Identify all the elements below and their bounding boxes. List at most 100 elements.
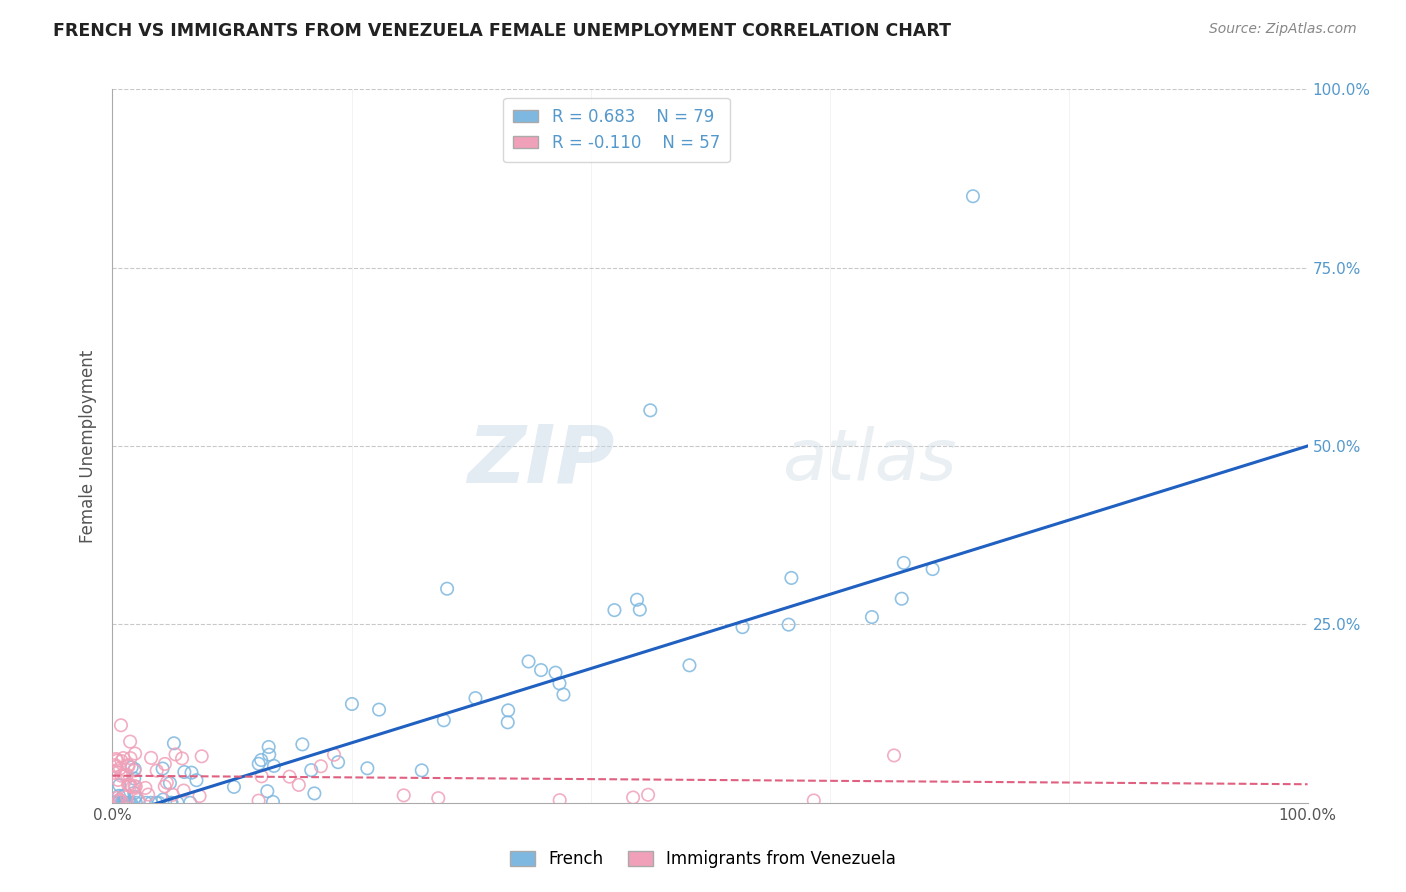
Point (117, 759, 139, 773)
Point (135, 796, 157, 810)
Point (153, 756, 176, 771)
Point (803, 793, 825, 807)
Point (112, 789, 135, 803)
Point (125, 796, 148, 810)
Point (186, 773, 208, 788)
Point (893, 556, 915, 570)
Point (124, 762, 146, 776)
Point (108, 789, 131, 803)
Point (162, 788, 184, 802)
Legend: French, Immigrants from Venezuela: French, Immigrants from Venezuela (503, 844, 903, 875)
Point (108, 778, 131, 792)
Point (517, 655, 540, 669)
Point (103, 796, 125, 810)
Point (120, 751, 142, 765)
Point (166, 796, 188, 810)
Point (156, 775, 179, 789)
Point (134, 780, 156, 795)
Point (115, 768, 138, 782)
Point (114, 768, 136, 782)
Point (124, 790, 146, 805)
Point (112, 751, 135, 765)
Point (780, 571, 803, 585)
Point (496, 703, 519, 717)
Point (110, 754, 132, 768)
Point (122, 772, 145, 786)
Point (288, 778, 311, 792)
Point (263, 759, 285, 773)
Point (548, 676, 571, 690)
Point (101, 796, 124, 810)
Point (153, 780, 176, 794)
Point (107, 790, 129, 805)
Point (544, 665, 567, 680)
Point (104, 758, 127, 772)
Point (115, 790, 138, 805)
Text: atlas: atlas (782, 425, 956, 495)
Point (778, 617, 800, 632)
Point (179, 796, 201, 810)
Point (103, 796, 125, 810)
Point (118, 796, 141, 810)
Point (124, 780, 146, 794)
Point (291, 737, 314, 751)
Point (626, 592, 648, 607)
Point (103, 765, 125, 780)
Point (247, 794, 270, 808)
Point (640, 403, 662, 417)
Point (120, 779, 142, 793)
Point (127, 793, 149, 807)
Point (105, 754, 128, 768)
Text: ZIP: ZIP (467, 421, 614, 500)
Point (108, 761, 131, 775)
Point (104, 752, 127, 766)
Point (114, 796, 136, 810)
Point (883, 748, 905, 763)
Point (114, 796, 136, 810)
Point (108, 793, 131, 807)
Point (159, 796, 181, 810)
Text: FRENCH VS IMMIGRANTS FROM VENEZUELA FEMALE UNEMPLOYMENT CORRELATION CHART: FRENCH VS IMMIGRANTS FROM VENEZUELA FEMA… (53, 22, 952, 40)
Point (145, 764, 167, 778)
Point (117, 778, 139, 792)
Point (110, 769, 132, 783)
Point (121, 780, 143, 795)
Legend: R = 0.683    N = 79, R = -0.110    N = 57: R = 0.683 N = 79, R = -0.110 N = 57 (503, 97, 730, 161)
Point (110, 718, 132, 732)
Point (603, 603, 626, 617)
Point (621, 790, 644, 805)
Point (190, 749, 212, 764)
Point (173, 783, 195, 797)
Point (309, 759, 332, 773)
Point (121, 760, 143, 774)
Point (152, 762, 174, 776)
Point (111, 794, 134, 808)
Point (107, 796, 129, 810)
Point (411, 764, 433, 778)
Point (340, 697, 363, 711)
Point (222, 780, 245, 794)
Point (112, 789, 135, 803)
Point (118, 796, 141, 810)
Point (257, 747, 280, 762)
Point (108, 793, 131, 807)
Point (115, 796, 138, 810)
Point (256, 784, 278, 798)
Point (111, 796, 134, 810)
Point (114, 796, 136, 810)
Point (122, 786, 145, 800)
Point (250, 753, 273, 767)
Point (124, 764, 146, 778)
Point (278, 770, 301, 784)
Point (368, 703, 391, 717)
Point (392, 789, 415, 803)
Point (170, 751, 193, 765)
Point (139, 796, 162, 810)
Point (860, 610, 883, 624)
Point (962, 189, 984, 203)
Point (247, 756, 270, 771)
Point (427, 791, 450, 805)
Point (145, 796, 167, 810)
Point (165, 747, 187, 762)
Point (163, 736, 186, 750)
